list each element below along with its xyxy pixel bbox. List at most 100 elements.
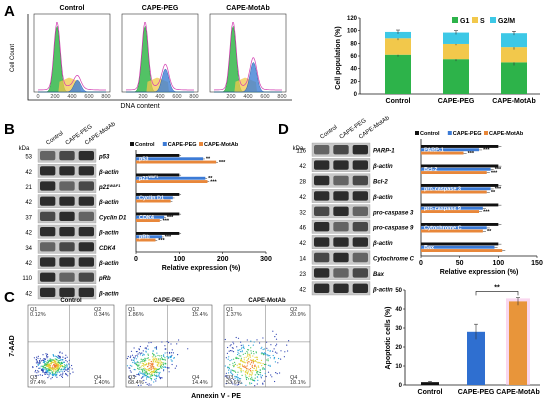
flow-event-dot (240, 359, 242, 361)
flow-event-dot (42, 369, 44, 371)
flow-event-dot (263, 348, 265, 350)
significance-mark: *** (491, 170, 498, 176)
stack-segment-s (385, 38, 411, 55)
flow-event-dot (278, 357, 280, 360)
group-label-text: CDK4 (139, 215, 155, 221)
flow-event-dot (154, 361, 156, 363)
blot-band (40, 196, 56, 206)
flow-event-dot (242, 365, 244, 367)
flow-event-dot (68, 359, 70, 361)
flow-event-dot (141, 362, 143, 364)
category-label: CAPE-PEG (438, 98, 475, 105)
flow-event-dot (267, 358, 269, 360)
flow-event-dot (239, 349, 241, 351)
flow-event-dot (154, 368, 156, 370)
kda-marker: 34 (25, 246, 32, 252)
protein-name: β-actin (98, 200, 119, 206)
panel-c-apoptosis-chart: Apoptotic cells (%) 0 10 20 30 40 50 Control CA… (385, 284, 540, 396)
expression-bar (421, 203, 499, 207)
flow-event-dot (129, 356, 131, 359)
flow-event-dot (62, 366, 64, 368)
blot-band (352, 268, 368, 278)
flow-event-dot (134, 369, 136, 371)
flow-event-dot (145, 381, 147, 384)
flow-event-dot (229, 345, 231, 347)
flow-event-dot (161, 358, 163, 360)
histogram-x-tick: 600 (172, 94, 181, 100)
flow-event-dot (59, 357, 61, 359)
flow-event-dot (236, 346, 238, 348)
flow-event-dot (226, 352, 228, 354)
flow-event-dot (233, 366, 235, 368)
quadrant-value: 0.34% (94, 312, 110, 318)
flow-event-dot (142, 371, 144, 373)
flow-event-dot (141, 359, 143, 361)
flow-event-dot (250, 340, 252, 342)
y-tick-label: 0 (399, 383, 403, 389)
flow-event-dot (150, 378, 153, 380)
protein-name: Bcl-2 (373, 180, 388, 186)
flow-event-dot (252, 359, 254, 361)
flow-event-dot (55, 362, 57, 365)
flow-event-dot (59, 355, 61, 358)
flow-event-dot (141, 369, 143, 371)
flow-event-dot (225, 383, 227, 385)
significance-mark: *** (219, 160, 226, 166)
flow-event-dot (45, 363, 47, 365)
flow-event-dot (275, 333, 277, 335)
flow-event-dot (263, 354, 265, 356)
flow-event-dot (265, 352, 267, 355)
blot-band (59, 272, 75, 282)
flow-event-dot (163, 355, 165, 357)
flow-event-dot (138, 365, 140, 367)
legend-swatch (130, 142, 134, 146)
flow-event-dot (240, 368, 243, 370)
flow-event-dot (49, 369, 51, 371)
flow-event-dot (252, 355, 254, 357)
flow-event-dot (157, 372, 159, 374)
flow-event-dot (131, 354, 134, 356)
blot-band (78, 151, 94, 161)
flow-event-dot (238, 367, 240, 369)
significance-mark: ** (491, 190, 496, 196)
flow-event-dot (228, 356, 230, 358)
flow-event-dot (237, 377, 239, 379)
flow-event-dot (238, 357, 240, 360)
flow-event-dot (134, 355, 136, 357)
flow-event-dot (250, 360, 253, 362)
flow-event-dot (265, 354, 267, 356)
flow-event-dot (147, 345, 149, 347)
flow-event-dot (44, 358, 46, 360)
x-tick-label: 300 (260, 256, 272, 263)
flow-event-dot (49, 370, 51, 372)
flow-event-dot (126, 357, 128, 360)
flow-event-dot (46, 365, 49, 367)
protein-label: Cytochrome C (373, 257, 415, 263)
flow-event-dot (48, 373, 50, 375)
flow-event-dot (236, 364, 238, 366)
blot-band (333, 160, 349, 170)
flow-event-dot (49, 368, 51, 370)
flow-event-dot (157, 363, 159, 365)
flow-event-dot (152, 352, 154, 354)
flow-event-dot (231, 372, 233, 375)
flow-event-dot (270, 374, 272, 376)
expression-bar (421, 171, 487, 174)
flow-event-dot (59, 371, 61, 373)
flow-event-dot (140, 360, 142, 363)
flow-event-dot (224, 338, 226, 341)
flow-event-dot (144, 358, 146, 360)
expression-bar (421, 190, 487, 194)
flow-event-dot (69, 366, 71, 368)
flow-event-dot (159, 358, 161, 360)
flow-event-dot (55, 374, 57, 376)
flow-event-dot (51, 361, 54, 363)
expression-bar (136, 176, 206, 180)
flow-event-dot (154, 372, 156, 374)
flow-event-dot (245, 384, 247, 386)
blot-band (40, 181, 56, 191)
blot-band (40, 242, 56, 252)
expression-bar (136, 199, 171, 203)
flow-event-dot (166, 356, 168, 358)
flow-event-dot (246, 350, 248, 353)
